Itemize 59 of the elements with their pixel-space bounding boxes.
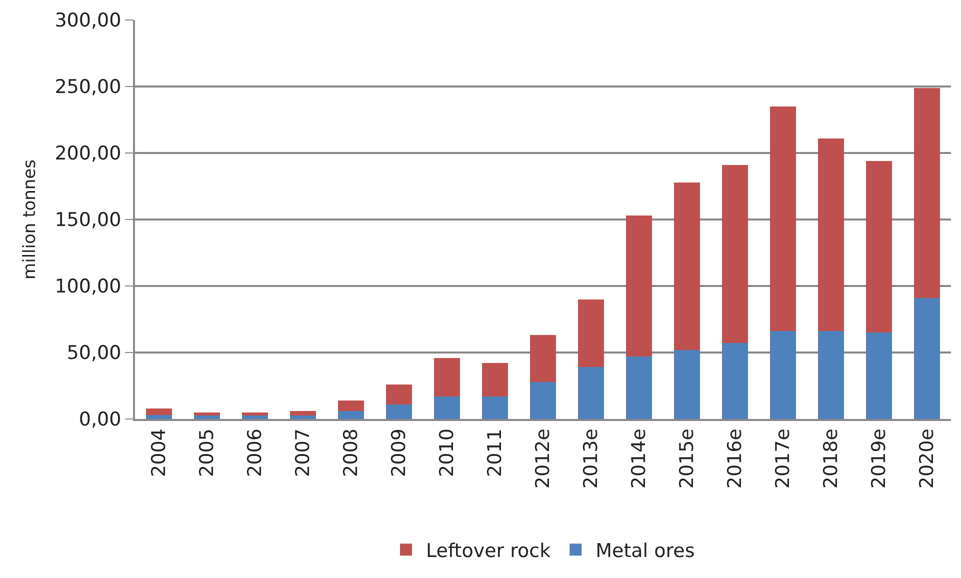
x-tick-label: 2010 [436, 428, 458, 477]
bar [530, 335, 556, 382]
bar [146, 415, 172, 419]
bar [290, 411, 316, 416]
x-tick-label: 2006 [244, 428, 266, 477]
y-tick-label: 200,00 [54, 142, 122, 165]
bar [338, 400, 364, 412]
bar [434, 396, 460, 419]
x-tick-label: 2004 [148, 428, 170, 477]
bar [482, 363, 508, 396]
bar [866, 160, 892, 333]
legend-label: Leftover rock [426, 540, 551, 562]
bar [770, 331, 796, 419]
bar [818, 331, 844, 419]
x-tick-label: 2019e [868, 428, 890, 489]
bar [818, 138, 844, 332]
bar [722, 164, 748, 344]
bar [530, 382, 556, 419]
bar [674, 350, 700, 419]
y-tick-label: 300,00 [54, 10, 122, 32]
x-tick-label: 2011 [484, 428, 506, 477]
x-tick-label: 2015e [676, 428, 698, 489]
bar [770, 106, 796, 332]
bar [386, 384, 412, 404]
y-tick-label: 50,00 [66, 342, 122, 364]
x-tick-label: 2008 [340, 428, 362, 477]
x-tick-label: 2020e [916, 428, 938, 489]
x-tick-label: 2017e [772, 428, 794, 489]
bar [482, 396, 508, 419]
bar [146, 408, 172, 416]
x-tick-label: 2005 [196, 428, 218, 477]
bar [290, 416, 316, 419]
y-tick-label: 150,00 [54, 209, 122, 232]
bar [578, 299, 604, 368]
x-tick-label: 2009 [388, 428, 410, 477]
x-tick-label: 2012e [532, 428, 554, 489]
y-tick-label: 100,00 [54, 276, 122, 298]
x-tick-label: 2007 [292, 428, 314, 477]
bar [386, 404, 412, 419]
legend-label: Metal ores [596, 540, 695, 562]
x-tick-label: 2013e [580, 428, 602, 489]
bar [914, 298, 940, 419]
bar [866, 332, 892, 419]
bar [578, 367, 604, 419]
y-axis-title: million tonnes [20, 159, 40, 280]
y-tick-label: 0,00 [78, 408, 122, 431]
bar [674, 182, 700, 350]
bar [914, 88, 940, 298]
bar [722, 343, 748, 419]
bar [338, 411, 364, 419]
bar [194, 416, 220, 419]
y-tick-label: 250,00 [54, 76, 122, 98]
x-tick-label: 2016e [724, 428, 746, 489]
x-tick-label: 2014e [628, 428, 650, 489]
x-tick-label: 2018e [820, 428, 842, 489]
bar [626, 356, 652, 419]
bar [434, 358, 460, 396]
bar [626, 216, 652, 356]
bar [242, 416, 268, 419]
